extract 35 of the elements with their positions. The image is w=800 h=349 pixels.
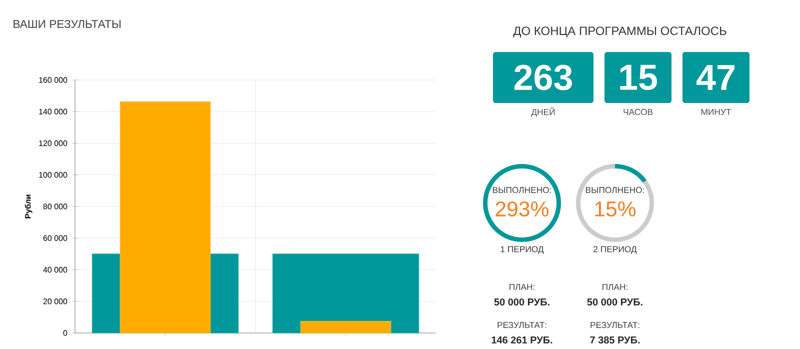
text: 47 bbox=[696, 65, 734, 90]
y-axis-title: Рубли bbox=[24, 194, 32, 218]
y-tick-label: 0 bbox=[63, 330, 68, 336]
text: ДНЕЙ bbox=[531, 107, 555, 117]
text: 2 ПЕРИОД bbox=[594, 246, 637, 254]
text: РЕЗУЛЬТАТ: bbox=[590, 322, 640, 328]
y-tick-label: 120 000 bbox=[39, 140, 68, 146]
text: ВЫПОЛНЕНО: bbox=[586, 186, 644, 194]
text: 15 bbox=[620, 64, 658, 90]
chart-title: ВАШИ РЕЗУЛЬТАТЫ bbox=[14, 20, 121, 28]
y-tick-label: 20 000 bbox=[43, 298, 68, 304]
text: ВЫПОЛНЕНО: bbox=[492, 186, 551, 194]
text: 293% bbox=[496, 201, 549, 217]
bar bbox=[120, 101, 211, 334]
y-tick-label: 100 000 bbox=[39, 172, 68, 178]
y-tick-label: 40 000 bbox=[43, 266, 68, 273]
text: 15% bbox=[595, 201, 636, 216]
text: 50 000 РУБ. bbox=[494, 298, 550, 306]
y-tick-label: 140 000 bbox=[39, 108, 68, 114]
text: 50 000 РУБ. bbox=[587, 298, 642, 306]
text: РЕЗУЛЬТАТ: bbox=[498, 322, 546, 328]
text: 263 bbox=[514, 64, 572, 90]
text: ДО КОНЦА ПРОГРАММЫ ОСТАЛОСЬ bbox=[513, 26, 726, 38]
bar bbox=[300, 321, 392, 334]
y-tick-label: 80 000 bbox=[43, 204, 68, 210]
y-tick-label: 60 000 bbox=[43, 235, 68, 241]
text: ПЛАН: bbox=[510, 284, 534, 290]
text: 7 385 РУБ. bbox=[590, 336, 640, 344]
y-tick-label: 160 000 bbox=[39, 77, 68, 83]
text: 1 ПЕРИОД bbox=[500, 246, 544, 254]
text: 146 261 РУБ. bbox=[492, 336, 552, 344]
text: ПЛАН: bbox=[602, 284, 628, 290]
bar bbox=[272, 254, 420, 334]
text: ЧАСОВ bbox=[624, 108, 653, 116]
text: МИНУТ bbox=[701, 108, 732, 116]
